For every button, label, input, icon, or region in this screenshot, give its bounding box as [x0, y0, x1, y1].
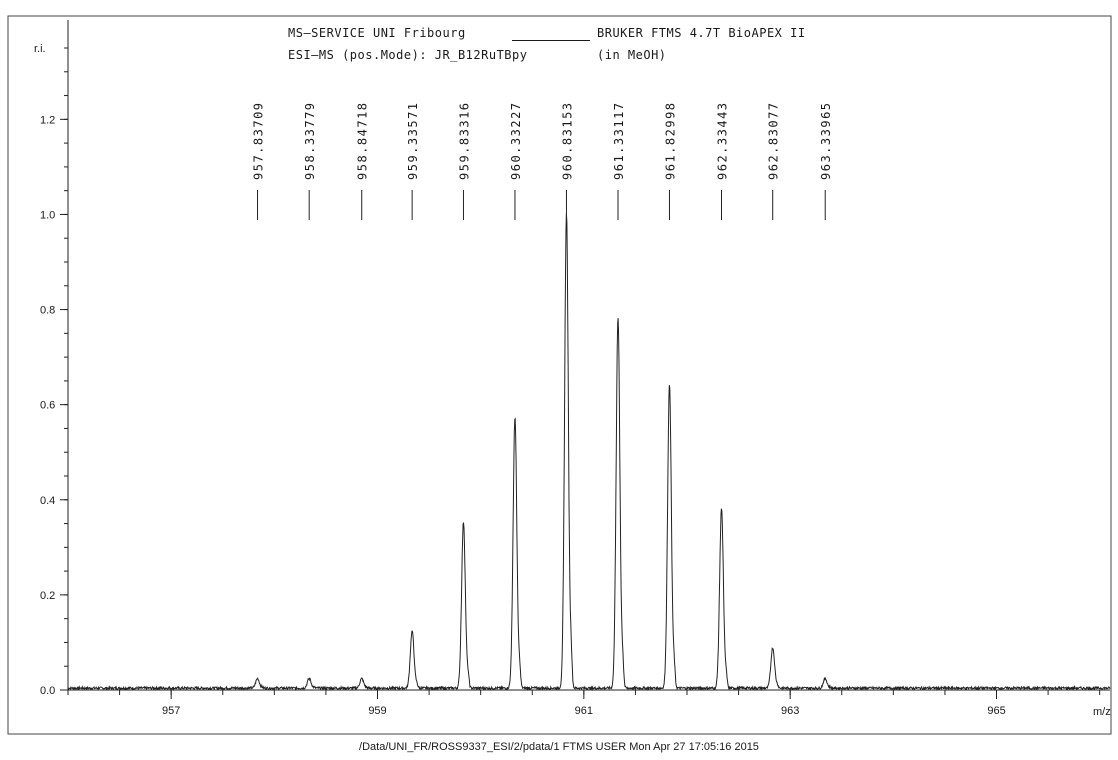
x-tick-label: 959	[368, 705, 386, 717]
peak-label: 962.83077	[767, 101, 781, 180]
mass-spectrum-chart: 0.0 0.2 0.4 0.6 0.8 1.0 1.2 957 959 961 963 965 957…	[7, 15, 1112, 735]
y-axis-label: r.i.	[34, 43, 46, 55]
footer-file-info: /Data/UNI_FR/ROSS9337_ESI/2/pdata/1 FTMS…	[359, 741, 759, 753]
plot-frame	[7, 15, 1112, 735]
y-tick-label: 0.6	[40, 400, 55, 412]
peak-label: 959.83316	[457, 101, 471, 180]
y-tick-label: 0.4	[40, 495, 55, 507]
peak-label: 959.33571	[406, 101, 420, 180]
peak-label: 961.33117	[612, 101, 626, 180]
peak-label: 963.33965	[819, 101, 833, 180]
header-solvent-line2-right: (in MeOH)	[597, 48, 667, 62]
y-tick-label: 1.2	[40, 114, 55, 126]
spectrum-trace	[67, 213, 1111, 692]
x-tick-label: 957	[162, 705, 180, 717]
header-instrument-line1-left: MS—SERVICE UNI Fribourg	[288, 26, 466, 40]
axes: 0.0 0.2 0.4 0.6 0.8 1.0 1.2 957 959 961 963 965	[40, 20, 1110, 717]
peak-label: 962.33443	[716, 101, 730, 180]
header-underline	[512, 40, 590, 41]
y-tick-label: 0.2	[40, 590, 55, 602]
header-instrument-line1-right: BRUKER FTMS 4.7T BioAPEX II	[597, 26, 806, 40]
x-tick-label: 961	[575, 705, 593, 717]
peak-label: 961.82998	[663, 101, 677, 180]
x-tick-label: 963	[781, 705, 799, 717]
peak-label: 958.84718	[356, 101, 370, 180]
x-axis-label: m/z	[1093, 706, 1111, 718]
peak-label: 957.83709	[252, 101, 266, 180]
y-tick-label: 0.8	[40, 305, 55, 317]
peak-label: 960.83153	[560, 101, 574, 180]
peak-label: 958.33779	[303, 101, 317, 180]
y-tick-label: 1.0	[40, 209, 55, 221]
header-sample-line2-left: ESI—MS (pos.Mode): JR_B12RuTBpy	[288, 48, 528, 62]
peak-label: 960.33227	[509, 101, 523, 180]
y-tick-label: 0.0	[40, 685, 55, 697]
x-tick-label: 965	[987, 705, 1005, 717]
peak-labels: 957.83709 958.33779 958.84718 959.33571 959.…	[252, 101, 833, 220]
